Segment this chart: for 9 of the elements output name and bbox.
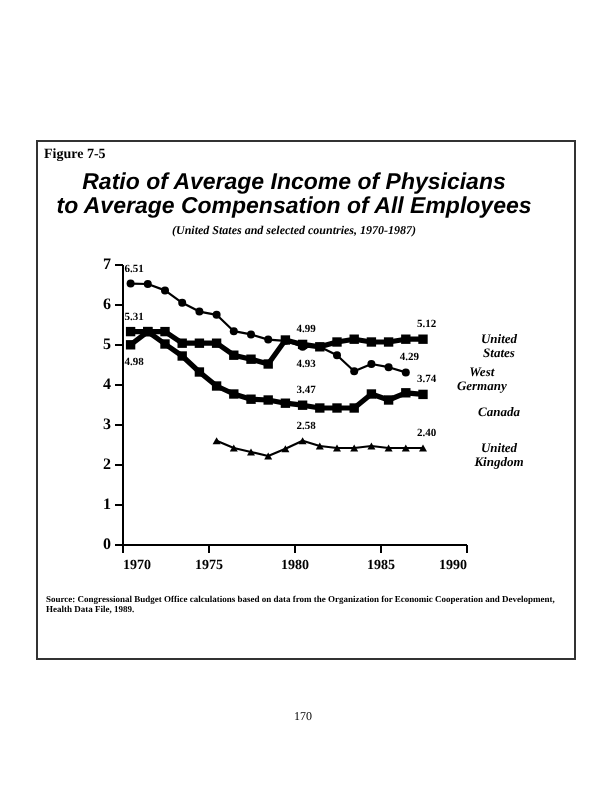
chart-title: Ratio of Average Income of Physicians to Average Compensation of All Employees — [56, 171, 532, 219]
y-tick-label: 7 — [103, 255, 111, 273]
y-tick-label: 0 — [103, 535, 111, 553]
y-tick-label: 6 — [103, 295, 111, 313]
y-tick-label: 4 — [103, 375, 111, 393]
y-tick-label: 5 — [103, 335, 111, 353]
y-tick-label: 1 — [103, 495, 111, 513]
y-tick-label: 3 — [103, 415, 111, 433]
y-tick-label: 2 — [103, 455, 111, 473]
